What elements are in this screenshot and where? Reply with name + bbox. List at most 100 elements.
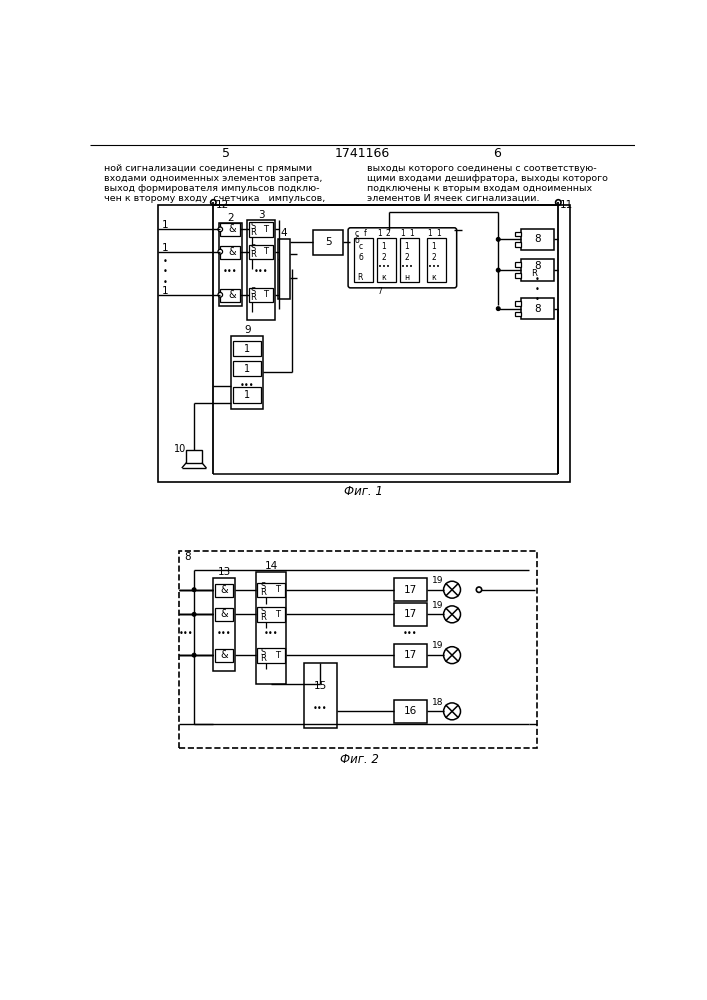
Bar [187, 450, 201, 463]
Text: •••: ••• [378, 264, 390, 270]
Text: 17: 17 [404, 609, 417, 619]
Text: 5: 5 [325, 237, 332, 247]
Text: 8: 8 [185, 552, 192, 562]
Text: R: R [260, 613, 267, 622]
Text: 2: 2 [381, 253, 386, 262]
Text: 1: 1 [381, 242, 386, 251]
Text: T: T [263, 225, 268, 234]
Text: S: S [251, 222, 256, 231]
Text: 1: 1 [409, 229, 414, 238]
Text: чен к второму входу  счетчика   импульсов,: чен к второму входу счетчика импульсов, [104, 194, 325, 203]
Bar [515, 232, 521, 236]
Text: •••: ••• [223, 267, 238, 276]
Text: 13: 13 [218, 567, 230, 577]
Bar [221, 289, 240, 302]
Text: 12: 12 [216, 200, 229, 210]
Bar [249, 288, 274, 302]
Text: б: б [354, 236, 359, 245]
Text: 7: 7 [378, 287, 382, 296]
Text: 19: 19 [432, 601, 443, 610]
Text: S: S [261, 582, 266, 591]
Text: •••: ••• [401, 264, 413, 270]
Text: 1: 1 [436, 229, 440, 238]
Circle shape [496, 237, 500, 241]
Text: к: к [431, 273, 436, 282]
Text: 1: 1 [161, 243, 168, 253]
Bar [179, 551, 537, 748]
Bar [521, 229, 554, 250]
Text: Фиг. 2: Фиг. 2 [340, 753, 379, 766]
Text: R: R [531, 269, 537, 278]
Bar [400, 238, 419, 282]
Text: T: T [275, 610, 280, 619]
Text: S: S [251, 287, 256, 296]
Text: 11: 11 [559, 200, 573, 210]
Text: 2: 2 [227, 213, 233, 223]
Bar [215, 584, 233, 597]
Text: &: & [228, 247, 235, 257]
Circle shape [192, 588, 196, 592]
Text: 4: 4 [281, 228, 288, 238]
Bar [233, 387, 261, 403]
Text: Фиг. 1: Фиг. 1 [344, 485, 383, 498]
Text: R: R [260, 588, 267, 597]
Bar [257, 607, 285, 622]
Text: 10: 10 [174, 444, 187, 454]
Text: •••: ••• [428, 264, 440, 270]
Circle shape [192, 612, 196, 616]
Bar [521, 298, 554, 319]
Bar [378, 238, 396, 282]
Text: T: T [275, 651, 280, 660]
Text: 17: 17 [404, 585, 417, 595]
Text: S: S [261, 607, 266, 616]
Bar [304, 663, 337, 728]
Text: 1: 1 [378, 229, 382, 238]
Text: подключены к вторым входам одноименных: подключены к вторым входам одноименных [368, 184, 592, 193]
Text: 14: 14 [264, 561, 278, 571]
Text: б: б [358, 253, 363, 262]
Text: T: T [263, 290, 268, 299]
Text: R: R [250, 228, 257, 237]
Bar [233, 361, 261, 376]
Bar [395, 603, 426, 626]
Bar [395, 644, 426, 667]
Bar [221, 223, 240, 236]
Bar [221, 246, 240, 259]
Bar [313, 230, 343, 255]
Text: 1741166: 1741166 [334, 147, 390, 160]
Text: &: & [228, 290, 235, 300]
Bar [395, 578, 426, 601]
Bar [249, 222, 274, 237]
Text: н: н [404, 273, 409, 282]
Text: •
•
•: • • • [163, 257, 168, 287]
Bar [395, 700, 426, 723]
Text: 1: 1 [431, 242, 436, 251]
Text: R: R [260, 654, 267, 663]
Text: 2: 2 [431, 253, 436, 262]
Text: S: S [261, 648, 266, 657]
Text: 1: 1 [161, 220, 168, 230]
Text: &: & [221, 585, 228, 595]
Text: &: & [221, 650, 228, 660]
Text: 2: 2 [386, 229, 390, 238]
Bar [256, 572, 286, 684]
Text: •••: ••• [179, 629, 194, 638]
Bar [158, 205, 570, 482]
Bar [428, 238, 446, 282]
Bar [249, 245, 274, 259]
Bar [233, 341, 261, 356]
Circle shape [218, 292, 223, 297]
Text: •••: ••• [240, 381, 255, 390]
Bar [257, 583, 285, 597]
Text: c: c [354, 229, 358, 238]
Text: выходы которого соединены с соответствую-: выходы которого соединены с соответствую… [368, 164, 597, 173]
Circle shape [192, 653, 196, 657]
Text: •••: ••• [313, 704, 327, 713]
Text: 1: 1 [244, 364, 250, 374]
Bar [215, 608, 233, 621]
Text: к: к [381, 273, 386, 282]
Text: f: f [363, 229, 366, 238]
Text: •••: ••• [254, 267, 269, 276]
Circle shape [496, 307, 500, 311]
Text: 6: 6 [493, 147, 501, 160]
